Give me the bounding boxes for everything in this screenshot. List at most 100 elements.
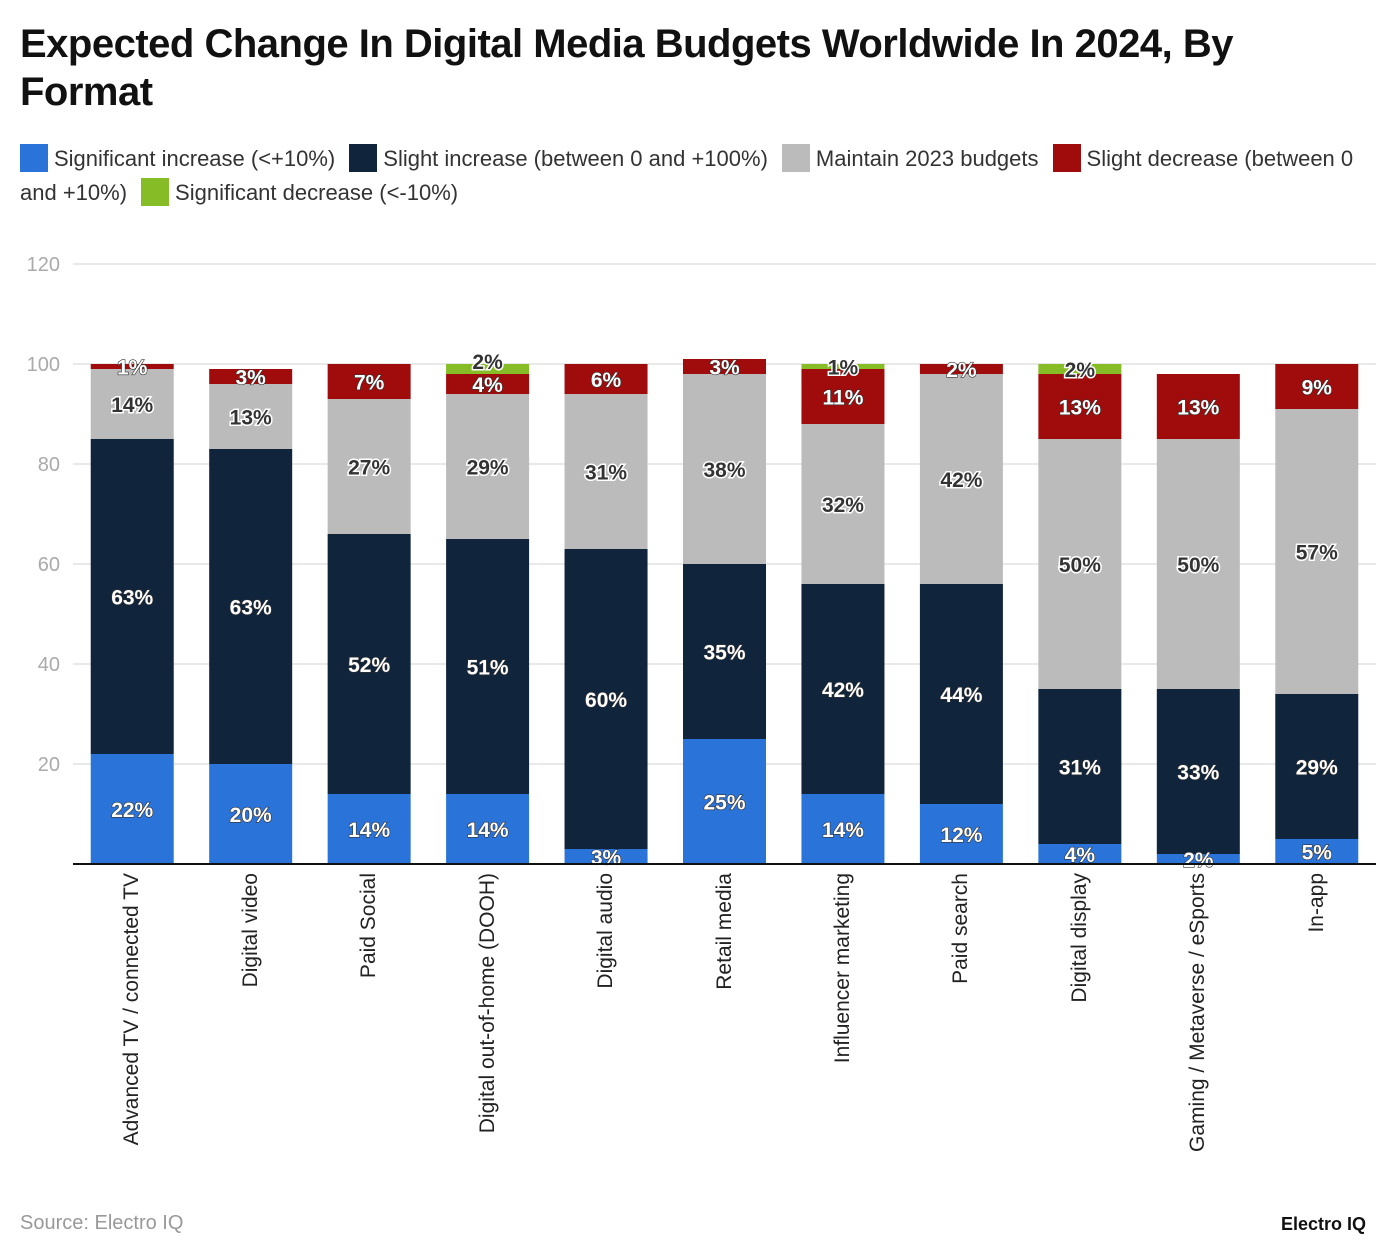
- data-label: 29%: [1296, 757, 1338, 780]
- bar-segment: [446, 364, 530, 374]
- y-tick-label: 80: [38, 454, 60, 476]
- bar-segment: [209, 369, 293, 384]
- data-label: 2%: [946, 359, 977, 382]
- data-label: 33%: [1177, 762, 1219, 785]
- x-tick-label: Paid search: [949, 873, 973, 984]
- bar-segment: [919, 804, 1003, 864]
- data-label: 2%: [472, 351, 503, 374]
- bar-segment: [1275, 839, 1359, 864]
- data-label: 52%: [348, 654, 390, 677]
- legend-label: Maintain 2023 budgets: [815, 146, 1039, 171]
- bar-segment: [1038, 374, 1122, 439]
- data-label: 11%: [823, 387, 864, 410]
- bar-segment: [801, 369, 885, 424]
- bar-segment: [1156, 854, 1240, 864]
- source-note: Source: Electro IQ: [20, 1212, 184, 1234]
- bar-segment: [801, 794, 885, 864]
- data-label: 14%: [348, 819, 390, 842]
- legend-swatch: [781, 144, 810, 172]
- data-label: 4%: [472, 374, 503, 397]
- bar-segment: [327, 399, 411, 534]
- data-label: 3%: [709, 357, 740, 380]
- bar-segment: [90, 369, 174, 439]
- bar-segment: [683, 374, 766, 564]
- data-label: 31%: [1059, 757, 1101, 780]
- bar-segment: [919, 374, 1003, 584]
- bar-segment: [209, 384, 293, 449]
- bar-segment: [446, 539, 530, 794]
- legend: Significant increase (<+10%) Slight incre…: [20, 142, 1370, 210]
- legend-swatch: [349, 144, 378, 172]
- legend-item: Significant increase (<+10%): [20, 144, 336, 172]
- data-label: 63%: [230, 597, 272, 620]
- legend-swatch: [20, 144, 48, 172]
- bar-segment: [801, 424, 885, 584]
- data-label: 32%: [822, 494, 864, 517]
- bar-segment: [683, 739, 766, 864]
- bar-segment: [801, 364, 885, 369]
- bar-segment: [327, 794, 411, 864]
- x-tick-label: Digital video: [238, 873, 262, 988]
- data-label: 1%: [828, 357, 859, 380]
- x-tick-label: Digital display: [1067, 873, 1091, 1003]
- data-label: 31%: [585, 462, 627, 485]
- data-label: 14%: [822, 819, 864, 842]
- data-label: 63%: [111, 587, 153, 610]
- bar-segment: [1275, 694, 1359, 839]
- data-label: 25%: [703, 792, 745, 815]
- data-label: 12%: [940, 824, 982, 847]
- bar-segment: [564, 849, 648, 864]
- brand-logo: Electro IQ: [1280, 1214, 1366, 1234]
- data-label: 14%: [111, 394, 153, 417]
- bar-segment: [1275, 409, 1359, 694]
- x-tick-label: Digital audio: [594, 873, 618, 989]
- data-label: 13%: [1177, 397, 1219, 420]
- x-tick-label: Paid Social: [357, 873, 381, 979]
- legend-label: Significant decrease (<-10%): [175, 180, 459, 205]
- data-label: 50%: [1059, 554, 1101, 577]
- legend-swatch: [1052, 144, 1081, 172]
- data-label: 3%: [591, 847, 622, 870]
- bar-segment: [327, 534, 411, 794]
- data-label: 9%: [1302, 377, 1333, 400]
- bar-segment: [683, 359, 766, 374]
- x-tick-label: Digital out-of-home (DOOH): [475, 873, 499, 1134]
- data-label: 5%: [1302, 842, 1333, 865]
- data-label: 13%: [1059, 397, 1101, 420]
- data-label: 42%: [822, 679, 864, 702]
- bar-segment: [801, 584, 885, 794]
- bar-segment: [1156, 689, 1240, 854]
- bar-segment: [919, 584, 1003, 804]
- bar-segment: [446, 374, 530, 394]
- bar-segment: [327, 364, 411, 399]
- legend-label: Slight decrease (between 0 and +10%): [20, 146, 1354, 205]
- x-tick-label: Advanced TV / connected TV: [120, 873, 144, 1146]
- data-label: 27%: [348, 457, 390, 480]
- legend-label: Significant increase (<+10%): [54, 146, 336, 171]
- data-label: 2%: [1183, 849, 1214, 872]
- data-label: 20%: [230, 804, 272, 827]
- bar-segment: [90, 364, 174, 369]
- legend-item: Slight decrease (between 0 and +10%): [20, 144, 1354, 205]
- x-tick-label: Retail media: [712, 873, 736, 990]
- data-label: 14%: [467, 819, 509, 842]
- bar-segment: [1156, 374, 1240, 439]
- data-label: 7%: [354, 372, 385, 395]
- data-label: 50%: [1177, 554, 1219, 577]
- legend-item: Significant decrease (<-10%): [141, 178, 459, 206]
- bar-segment: [683, 564, 766, 739]
- data-label: 60%: [585, 689, 627, 712]
- data-label: 29%: [467, 457, 509, 480]
- legend-item: Slight increase (between 0 and +100%): [349, 144, 768, 172]
- bar-segment: [1038, 439, 1122, 689]
- data-label: 38%: [703, 459, 745, 482]
- data-label: 22%: [111, 799, 153, 822]
- data-label: 3%: [236, 367, 267, 390]
- bar-segment: [564, 549, 648, 849]
- y-tick-label: 40: [38, 654, 60, 676]
- data-label: 6%: [591, 369, 622, 392]
- x-tick-label: Influencer marketing: [830, 873, 854, 1064]
- bar-segment: [564, 394, 648, 549]
- bar-segment: [1038, 844, 1122, 864]
